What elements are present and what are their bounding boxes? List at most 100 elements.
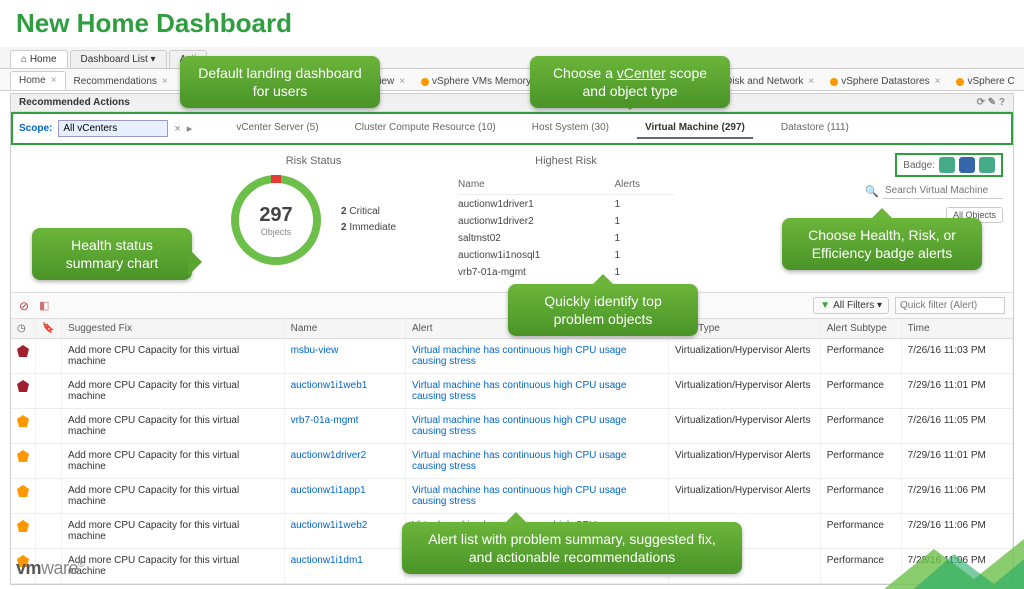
- badge-selector: Badge:: [895, 153, 1003, 177]
- cell-type: Virtualization/Hypervisor Alerts: [669, 374, 821, 409]
- cell-fix: Add more CPU Capacity for this virtual m…: [62, 339, 285, 374]
- subtab-home[interactable]: Home×: [10, 71, 66, 90]
- scope-input[interactable]: [58, 120, 168, 137]
- cell-fix: Add more CPU Capacity for this virtual m…: [62, 514, 285, 549]
- col-time[interactable]: Time: [901, 319, 1012, 339]
- action-icon[interactable]: ◧: [39, 299, 53, 313]
- cell-time: 7/29/16 11:01 PM: [901, 374, 1012, 409]
- table-row[interactable]: Add more CPU Capacity for this virtual m…: [11, 409, 1013, 444]
- close-icon[interactable]: ×: [935, 76, 941, 87]
- table-row[interactable]: Add more CPU Capacity for this virtual m…: [11, 374, 1013, 409]
- scope-tab-vm[interactable]: Virtual Machine (297): [637, 118, 753, 139]
- risk-row[interactable]: vrb7-01a-mgmt1: [458, 265, 674, 280]
- badge-risk-icon[interactable]: [959, 157, 975, 173]
- subtab-datastores[interactable]: vSphere Datastores×: [822, 73, 948, 90]
- col-alert-subtype[interactable]: Alert Subtype: [820, 319, 901, 339]
- highest-risk-title: Highest Risk: [456, 155, 676, 167]
- callout-health: Health status summary chart: [32, 228, 192, 280]
- cell-fix: Add more CPU Capacity for this virtual m…: [62, 374, 285, 409]
- risk-row[interactable]: auctionw1i1nosql11: [458, 248, 674, 263]
- page-title: New Home Dashboard: [0, 0, 1024, 47]
- cell-alert-link[interactable]: Virtual machine has continuous high CPU …: [412, 380, 626, 402]
- cell-subtype: Performance: [820, 444, 901, 479]
- cell-subtype: Performance: [820, 374, 901, 409]
- col-alerts: Alerts: [615, 177, 675, 195]
- cell-name-link[interactable]: msbu-view: [291, 345, 339, 356]
- cell-time: 7/29/16 11:06 PM: [901, 479, 1012, 514]
- close-icon[interactable]: ×: [399, 76, 405, 87]
- cell-subtype: Performance: [820, 479, 901, 514]
- cell-subtype: Performance: [820, 409, 901, 444]
- cell-time: 7/26/16 11:05 PM: [901, 409, 1012, 444]
- badge-efficiency-icon[interactable]: [979, 157, 995, 173]
- cell-name-link[interactable]: auctionw1i1web2: [291, 520, 368, 531]
- badge-health-icon[interactable]: [939, 157, 955, 173]
- quick-filter-input[interactable]: [895, 297, 1005, 314]
- top-tab-bar: ⌂ Home Dashboard List ▾ Acti: [0, 47, 1024, 69]
- cell-time: 7/26/16 11:03 PM: [901, 339, 1012, 374]
- scope-tab-cluster[interactable]: Cluster Compute Resource (10): [347, 118, 504, 139]
- close-icon[interactable]: ×: [51, 75, 57, 86]
- risk-row[interactable]: auctionw1driver21: [458, 214, 674, 229]
- subtab-recommendations[interactable]: Recommendations×: [66, 73, 176, 90]
- cell-type: Virtualization/Hypervisor Alerts: [669, 339, 821, 374]
- all-filters-button[interactable]: ▼All Filters ▾: [813, 297, 889, 314]
- cell-name-link[interactable]: vrb7-01a-mgmt: [291, 415, 359, 426]
- risk-status-title: Risk Status: [231, 155, 396, 167]
- severity-icon: [17, 520, 29, 532]
- callout-landing: Default landing dashboard for users: [180, 56, 380, 108]
- risk-donut-chart[interactable]: 297 Objects: [231, 175, 321, 265]
- close-icon[interactable]: ×: [162, 76, 168, 87]
- col-suggested-fix[interactable]: Suggested Fix: [62, 319, 285, 339]
- panel-tools[interactable]: ⟳ ✎ ?: [977, 97, 1005, 108]
- delete-icon[interactable]: ⊘: [19, 299, 33, 313]
- table-row[interactable]: Add more CPU Capacity for this virtual m…: [11, 444, 1013, 479]
- cell-type: Virtualization/Hypervisor Alerts: [669, 479, 821, 514]
- cell-fix: Add more CPU Capacity for this virtual m…: [62, 409, 285, 444]
- cell-subtype: Performance: [820, 339, 901, 374]
- scope-label: Scope:: [19, 123, 52, 134]
- col-bookmark-icon[interactable]: 🔖: [36, 319, 62, 339]
- severity-icon: [17, 485, 29, 497]
- risk-legend: 2 Critical 2 Immediate: [341, 204, 396, 236]
- callout-top-problems: Quickly identify top problem objects: [508, 284, 698, 336]
- severity-icon: [17, 380, 29, 392]
- scope-tab-vcenter[interactable]: vCenter Server (5): [228, 118, 326, 139]
- cell-type: Virtualization/Hypervisor Alerts: [669, 409, 821, 444]
- vmware-logo: vmware®: [16, 558, 84, 579]
- donut-label: Objects: [261, 227, 292, 237]
- severity-icon: [17, 415, 29, 427]
- cell-alert-link[interactable]: Virtual machine has continuous high CPU …: [412, 345, 626, 367]
- close-icon[interactable]: ×: [808, 76, 814, 87]
- cell-name-link[interactable]: auctionw1i1dm1: [291, 555, 363, 566]
- col-status-icon[interactable]: ◷: [11, 319, 36, 339]
- cell-alert-link[interactable]: Virtual machine has continuous high CPU …: [412, 450, 626, 472]
- highest-risk-table: NameAlerts auctionw1driver11 auctionw1dr…: [456, 175, 676, 282]
- risk-row[interactable]: saltmst021: [458, 231, 674, 246]
- callout-alert-list: Alert list with problem summary, suggest…: [402, 522, 742, 574]
- panel-title: Recommended Actions: [19, 97, 130, 108]
- tab-home[interactable]: ⌂ Home: [10, 50, 68, 68]
- tab-dashboard-list[interactable]: Dashboard List ▾: [70, 50, 167, 68]
- cell-name-link[interactable]: auctionw1driver2: [291, 450, 367, 461]
- risk-row[interactable]: auctionw1driver11: [458, 197, 674, 212]
- callout-scope: Choose a vCenter scope and object type: [530, 56, 730, 108]
- table-row[interactable]: Add more CPU Capacity for this virtual m…: [11, 339, 1013, 374]
- scope-tab-datastore[interactable]: Datastore (111): [773, 118, 857, 139]
- col-name: Name: [458, 177, 612, 195]
- cell-type: Virtualization/Hypervisor Alerts: [669, 444, 821, 479]
- cell-name-link[interactable]: auctionw1i1web1: [291, 380, 368, 391]
- cell-fix: Add more CPU Capacity for this virtual m…: [62, 479, 285, 514]
- search-input[interactable]: [883, 183, 1003, 199]
- subtab-vsphere[interactable]: vSphere C: [948, 73, 1022, 90]
- scope-clear-icon[interactable]: ×: [174, 123, 180, 135]
- severity-icon: [17, 345, 29, 357]
- scope-dropdown-icon[interactable]: ▸: [187, 122, 193, 135]
- dashboard-icon: [421, 78, 429, 86]
- donut-count: 297: [259, 204, 292, 227]
- cell-alert-link[interactable]: Virtual machine has continuous high CPU …: [412, 415, 626, 437]
- cell-fix: Add more CPU Capacity for this virtual m…: [62, 549, 285, 584]
- col-name[interactable]: Name: [284, 319, 405, 339]
- scope-tab-host[interactable]: Host System (30): [524, 118, 617, 139]
- cell-name-link[interactable]: auctionw1i1app1: [291, 485, 366, 496]
